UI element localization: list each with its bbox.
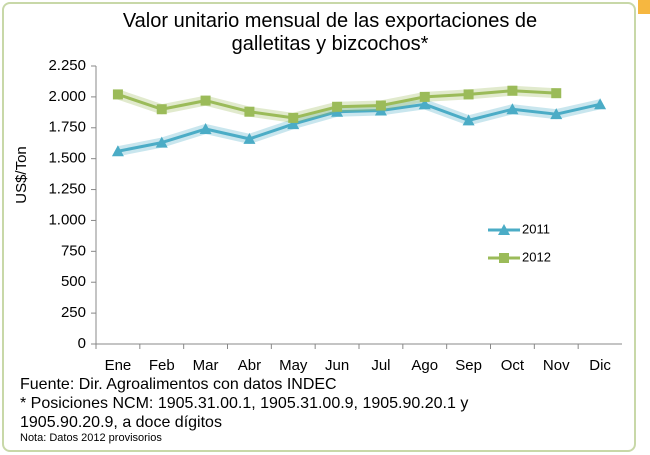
y-tick-label: 1.000 [48, 211, 86, 228]
data-point [243, 132, 256, 144]
x-tick-label: Abr [238, 357, 261, 374]
chart-title: Valor unitario mensual de las exportacio… [122, 10, 538, 55]
data-point [507, 85, 518, 96]
legend-label: 2012 [522, 249, 551, 264]
data-point [288, 112, 299, 123]
x-tick-label: Dic [589, 357, 611, 374]
series-line [117, 102, 601, 153]
footnote: * Posiciones NCM: 1905.31.00.1, 1905.31.… [20, 395, 469, 431]
x-tick-label: Oct [501, 357, 525, 374]
notes: Fuente: Dir. Agroalimentos con datos IND… [20, 375, 490, 444]
small-note: Nota: Datos 2012 provisorios [20, 432, 162, 444]
x-tick-label: Ene [105, 357, 132, 374]
y-tick-label: 500 [61, 273, 86, 290]
data-point [551, 88, 562, 99]
y-tick-label: 1.750 [48, 119, 86, 136]
data-point [111, 145, 124, 157]
data-point [332, 101, 343, 112]
legend-label: 2011 [522, 221, 550, 236]
data-point [199, 123, 212, 135]
data-point [418, 98, 431, 110]
y-tick-label: 1.250 [48, 181, 86, 198]
data-point [156, 104, 167, 115]
data-point [155, 136, 168, 148]
x-tick-label: Jul [371, 357, 390, 374]
x-tick-label: Nov [543, 357, 570, 374]
data-point [244, 106, 255, 117]
frame [2, 2, 636, 452]
x-tick-label: Sep [455, 357, 482, 374]
legend-marker [499, 253, 509, 263]
data-point [462, 114, 475, 126]
legend-marker [498, 224, 510, 235]
y-tick-label: 750 [61, 242, 86, 259]
corner-decoration [638, 0, 650, 14]
y-tick-label: 2.000 [48, 88, 86, 105]
data-point [200, 95, 211, 106]
data-point [112, 89, 123, 100]
data-point [287, 118, 300, 130]
y-axis-label: US$/Ton [13, 146, 30, 204]
x-tick-label: Mar [193, 357, 219, 374]
y-tick-label: 1.500 [48, 150, 86, 167]
data-point [594, 98, 607, 110]
data-point [419, 91, 430, 102]
x-tick-label: Jun [325, 357, 349, 374]
x-tick-label: May [279, 357, 308, 374]
data-point [550, 108, 563, 120]
y-tick-label: 250 [61, 304, 86, 321]
x-tick-label: Feb [149, 357, 175, 374]
data-point [375, 100, 386, 111]
y-tick-label: 0 [78, 335, 86, 352]
data-point [506, 103, 519, 115]
source-note: Fuente: Dir. Agroalimentos con datos IND… [20, 376, 337, 393]
x-tick-label: Ago [411, 357, 438, 374]
data-point [463, 89, 474, 100]
y-tick-label: 2.250 [48, 57, 86, 74]
